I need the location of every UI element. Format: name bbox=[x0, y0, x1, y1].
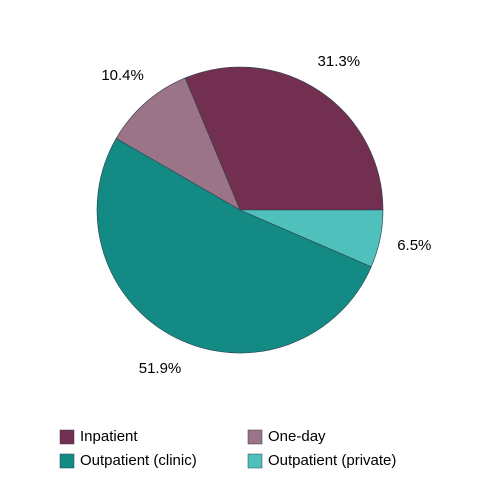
legend-swatch bbox=[247, 429, 263, 445]
legend-label: Outpatient (clinic) bbox=[80, 452, 197, 469]
data-label: 51.9% bbox=[139, 360, 182, 377]
data-label: 6.5% bbox=[397, 237, 431, 254]
legend-label: Inpatient bbox=[80, 428, 138, 445]
legend-swatch bbox=[247, 453, 263, 469]
legend-swatch bbox=[59, 429, 75, 445]
data-label: 10.4% bbox=[101, 67, 144, 84]
legend-label: Outpatient (private) bbox=[268, 452, 396, 469]
pie-slice bbox=[239, 209, 384, 268]
pie-slice bbox=[115, 77, 241, 211]
pie-slice bbox=[96, 138, 372, 354]
legend-swatch bbox=[59, 453, 75, 469]
legend-label: One-day bbox=[268, 428, 326, 445]
pie-slice bbox=[184, 66, 384, 211]
data-label: 31.3% bbox=[318, 53, 361, 70]
